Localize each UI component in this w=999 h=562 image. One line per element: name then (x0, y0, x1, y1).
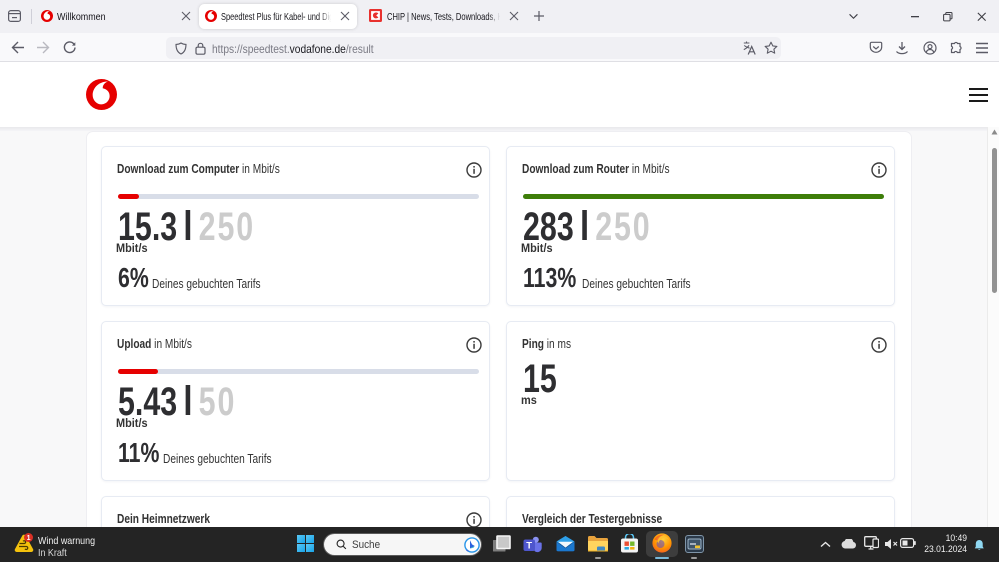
svg-text:T: T (526, 541, 532, 552)
